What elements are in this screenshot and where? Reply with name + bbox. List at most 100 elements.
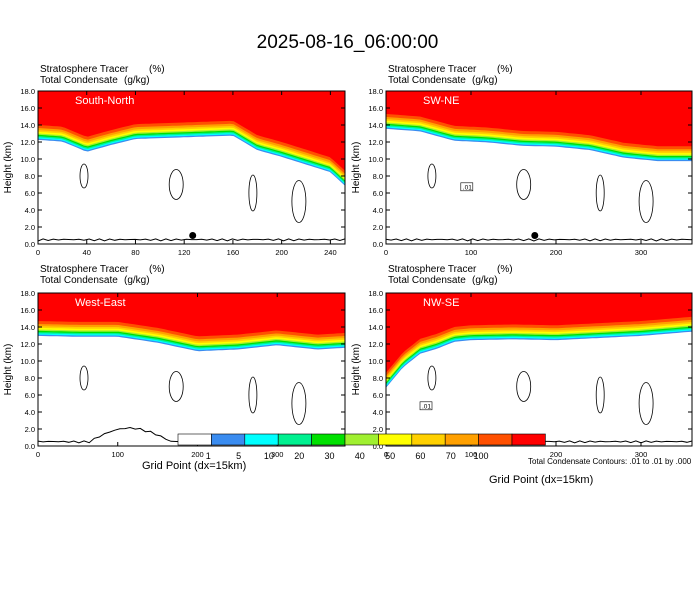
panel-west-east: West-East 0.0 2.0 4.0 6.0 8.0 10.0 12.0 14.0 16.0…	[3, 289, 346, 459]
colorbar-label: 70	[446, 451, 456, 461]
condensate-contour	[638, 382, 654, 425]
field2-label: Total Condensate	[40, 275, 118, 286]
y-tick-label: 0.0	[25, 240, 35, 249]
condensate-contour	[248, 174, 258, 212]
y-tick-label: 16.0	[20, 104, 35, 113]
field1-label: Stratosphere Tracer	[388, 264, 477, 275]
field2-unit: (g/kg)	[124, 75, 150, 86]
y-tick-label: 12.0	[368, 340, 383, 349]
x-tick-label: 0	[36, 248, 40, 257]
terrain-line	[386, 238, 692, 242]
tracer-band	[386, 91, 692, 147]
condensate-contour	[638, 180, 654, 223]
colorbar-cell	[511, 433, 546, 446]
field2-unit: (g/kg)	[472, 75, 498, 86]
colorbar-cell	[344, 433, 379, 446]
condensate-contour	[79, 163, 89, 189]
panel-south-north: South-North 0.0 2.0 4.0 6.0 8.0 10.0 12.0 14.0 16…	[3, 87, 346, 257]
y-tick-label: 6.0	[25, 189, 35, 198]
tracer-band	[386, 293, 692, 373]
y-tick-label: 4.0	[373, 408, 383, 417]
panel-header-3: Stratosphere Tracer (%) Total Condensate (…	[40, 264, 165, 286]
condensate-contour	[595, 174, 605, 212]
colorbar-cell	[244, 433, 279, 446]
panel-nw-se: NW-SE .01 0.0 2.0 4.0 6.0 8.0 10.0 12.0 14.0 16.0 1…	[351, 289, 693, 459]
x-tick-label: 0	[384, 248, 388, 257]
location-marker	[189, 232, 197, 239]
contour-label-box	[419, 401, 433, 411]
y-tick-label: 6.0	[25, 391, 35, 400]
panel-name: NW-SE	[423, 297, 459, 309]
condensate-contour	[79, 365, 89, 391]
field1-unit: (%)	[497, 64, 513, 75]
y-tick-label: 10.0	[20, 357, 35, 366]
x-tick-label: 300	[635, 450, 648, 459]
field1-unit: (%)	[497, 264, 513, 275]
contour-label: .01	[422, 403, 431, 410]
colorbar-label: 50	[385, 451, 395, 461]
x-tick-label: 80	[131, 248, 139, 257]
y-tick-label: 12.0	[20, 340, 35, 349]
field1-unit: (%)	[149, 64, 165, 75]
x-tick-label: 200	[191, 450, 204, 459]
field2-label: Total Condensate	[388, 75, 466, 86]
condensate-contour	[427, 163, 437, 189]
field2-unit: (g/kg)	[472, 275, 498, 286]
colorbar-cell	[311, 433, 346, 446]
colorbar: 1 5 10 20 30 40 50 60 70 100	[177, 433, 546, 461]
y-tick-label: 14.0	[20, 121, 35, 130]
y-tick-label: 2.0	[373, 425, 383, 434]
colorbar-label: 1	[206, 451, 211, 461]
field2-label: Total Condensate	[40, 75, 118, 86]
y-axis-label: Height (km)	[351, 344, 362, 396]
y-tick-label: 4.0	[25, 408, 35, 417]
field1-label: Stratosphere Tracer	[40, 264, 129, 275]
y-tick-label: 18.0	[368, 87, 383, 96]
colorbar-cell	[177, 433, 212, 446]
colorbar-cell	[378, 433, 413, 446]
y-tick-label: 6.0	[373, 391, 383, 400]
x-tick-label: 100	[465, 450, 478, 459]
y-tick-label: 16.0	[368, 104, 383, 113]
x-tick-label: 300	[271, 450, 284, 459]
x-tick-label: 160	[227, 248, 240, 257]
colorbar-cell	[411, 433, 446, 446]
y-tick-label: 8.0	[373, 172, 383, 181]
y-tick-label: 0.0	[373, 442, 383, 451]
colorbar-label: 30	[324, 451, 334, 461]
panel-sw-ne: SW-NE .01 0.0 2.0 4.0 6.0 8.0 10.0 12.0 14.0 16.0 1…	[351, 87, 693, 257]
x-tick-label: 300	[635, 248, 648, 257]
y-axis-label: Height (km)	[3, 344, 14, 396]
tracer-field	[386, 91, 692, 242]
x-tick-label: 200	[550, 248, 563, 257]
tracer-field	[386, 293, 692, 444]
colorbar-label: 40	[355, 451, 365, 461]
colorbar-label: 100	[473, 451, 488, 461]
condensate-contour	[595, 376, 605, 414]
condensate-contour	[248, 376, 258, 414]
field2-label: Total Condensate	[388, 275, 466, 286]
condensate-contour	[516, 371, 532, 402]
x-tick-label: 40	[83, 248, 91, 257]
contour-note: Total Condensate Contours: .01 to .01 by…	[528, 457, 692, 466]
y-axis-label: Height (km)	[3, 142, 14, 194]
y-tick-label: 10.0	[20, 155, 35, 164]
colorbar-label: 5	[236, 451, 241, 461]
condensate-contour	[291, 382, 307, 425]
x-axis-label-left: Grid Point (dx=15km)	[142, 460, 247, 472]
panel-name: West-East	[75, 297, 126, 309]
field1-label: Stratosphere Tracer	[388, 64, 477, 75]
colorbar-label: 60	[415, 451, 425, 461]
tracer-band	[38, 91, 345, 171]
y-tick-label: 8.0	[25, 374, 35, 383]
condensate-contour	[516, 169, 532, 200]
panel-name: South-North	[75, 95, 134, 107]
contour-label-box	[460, 182, 474, 192]
condensate-contour	[291, 180, 307, 223]
y-tick-label: 6.0	[373, 189, 383, 198]
y-tick-label: 12.0	[368, 138, 383, 147]
colorbar-label: 10	[264, 451, 274, 461]
y-tick-label: 18.0	[20, 289, 35, 298]
y-tick-label: 16.0	[20, 306, 35, 315]
